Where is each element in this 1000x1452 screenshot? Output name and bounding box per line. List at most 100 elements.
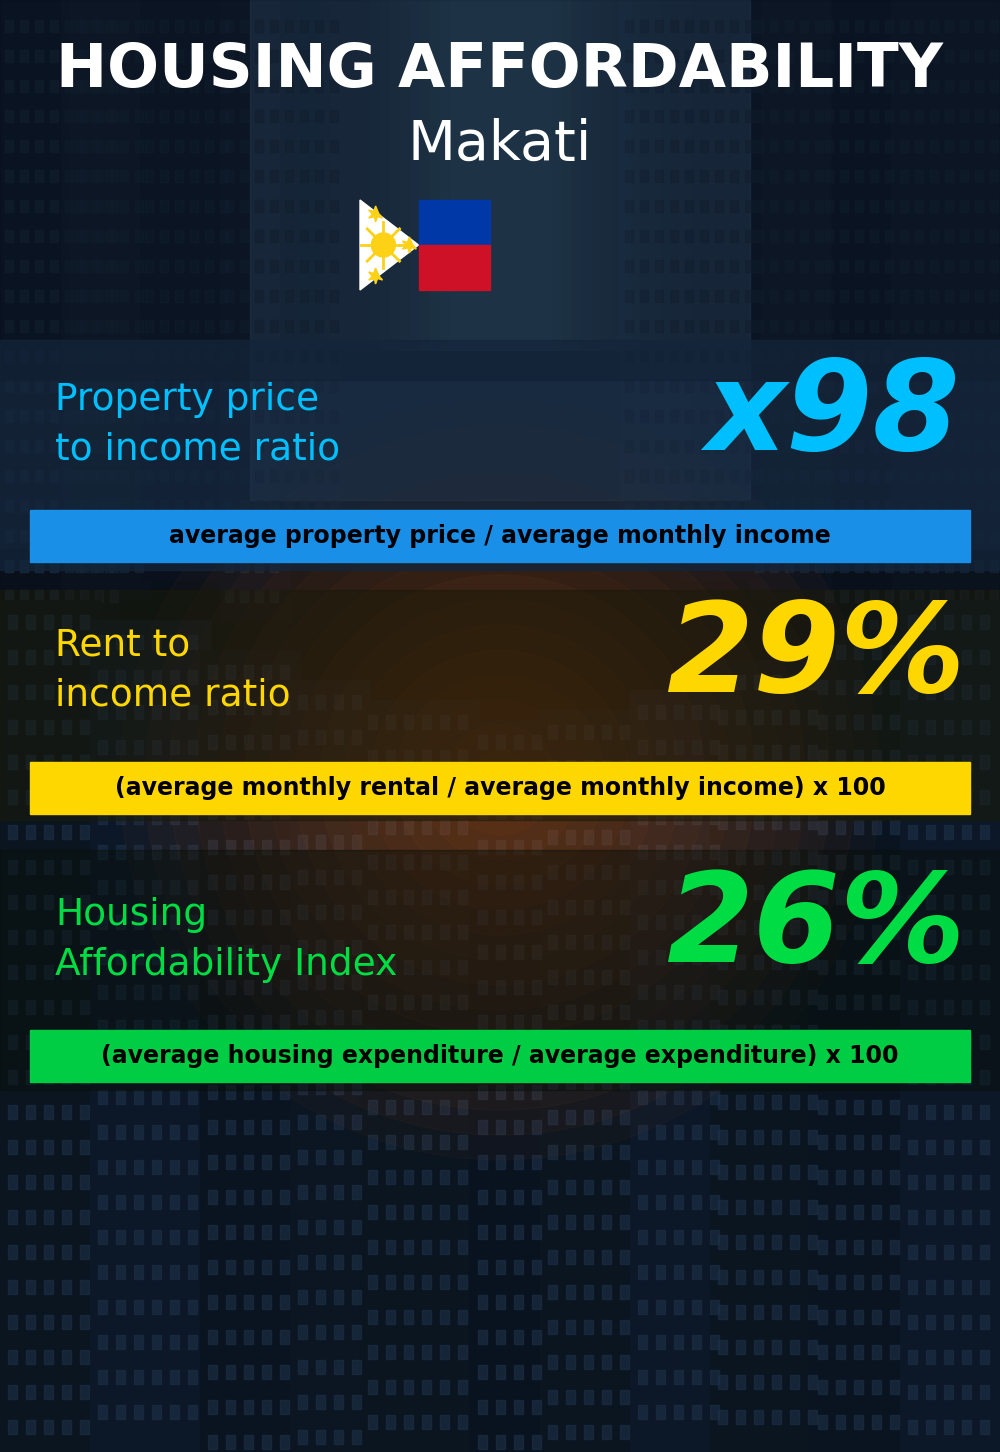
Bar [0,550,1000,1452]
Bar [870,440,878,452]
Bar [640,470,648,482]
Bar [44,1035,53,1048]
Bar [35,229,43,242]
Bar [404,1135,413,1149]
Bar [736,1305,745,1318]
Bar [226,1365,235,1379]
Bar [316,1395,325,1408]
Bar [584,1390,593,1404]
Bar [818,1275,827,1289]
Bar [280,1154,289,1169]
Bar [770,229,778,242]
Bar [270,560,278,572]
Bar [548,900,557,913]
Bar [220,170,228,182]
Bar [674,1195,683,1210]
Bar [98,1125,107,1138]
Bar [0,590,1000,820]
Bar [962,650,971,664]
Bar [885,319,893,333]
Bar [800,530,808,542]
Bar [836,1416,845,1429]
Bar [962,1316,971,1329]
Bar [240,319,248,333]
Bar [836,1064,845,1079]
Bar [962,1281,971,1294]
Bar [5,620,13,632]
Bar [975,200,983,212]
Bar [50,49,58,62]
Bar [930,590,938,603]
Bar [98,950,107,964]
Bar [62,720,71,735]
Bar [960,319,968,333]
Bar [208,665,217,680]
Bar [75,290,83,302]
Bar [240,139,248,152]
Bar [170,845,179,860]
Bar [20,620,28,632]
Bar [736,1060,745,1074]
Bar [514,1330,523,1345]
Bar [95,319,103,333]
Bar [514,1260,523,1273]
Bar [120,200,128,212]
Bar [98,1300,107,1314]
Bar [990,560,998,572]
Bar [715,260,723,272]
Bar [208,910,217,923]
Bar [548,935,557,950]
Bar [188,1160,197,1175]
Bar [602,1040,611,1054]
Bar [145,80,153,91]
Bar [8,929,17,944]
Bar [152,635,161,649]
Bar [20,110,28,122]
Bar [625,229,633,242]
Bar [422,995,431,1009]
Bar [220,319,228,333]
Bar [145,499,153,513]
Bar [800,80,808,91]
Bar [718,1410,727,1424]
Bar [98,1056,107,1069]
Bar [62,966,71,979]
Bar [30,510,970,562]
Bar [208,1260,217,1273]
Bar [625,80,633,91]
Bar [205,200,213,212]
Bar [90,560,98,572]
Bar [975,590,983,603]
Bar [855,440,863,452]
Bar [135,319,143,333]
Bar [514,1365,523,1379]
Bar [175,260,183,272]
Bar [548,1005,557,1019]
Bar [674,1019,683,1034]
Bar [548,1109,557,1124]
Bar [945,530,953,542]
Bar [674,1090,683,1104]
Bar [870,170,878,182]
Bar [170,1125,179,1138]
Bar [20,319,28,333]
Bar [152,1300,161,1314]
Bar [190,470,198,482]
Bar [315,20,323,32]
Bar [225,319,233,333]
Bar [885,560,893,572]
Bar [35,620,43,632]
Bar [944,650,953,664]
Bar [915,409,923,423]
Bar [855,170,863,182]
Bar [930,530,938,542]
Bar [35,380,43,392]
Bar [900,590,908,603]
Bar [75,499,83,513]
Bar [80,290,88,302]
Bar [35,200,43,212]
Bar [368,995,377,1009]
Bar [915,80,923,91]
Bar [655,499,663,513]
Bar [5,590,13,603]
